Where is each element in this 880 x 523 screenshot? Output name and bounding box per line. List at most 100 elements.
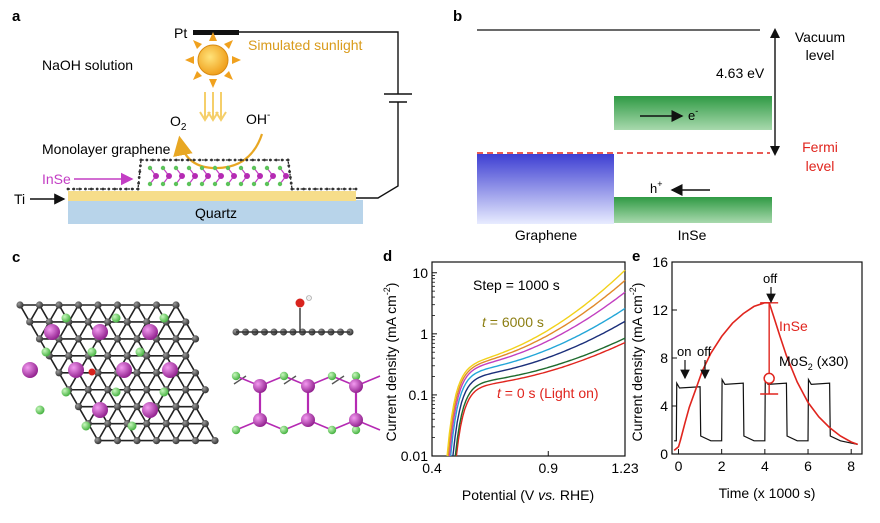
se-atom: [61, 313, 71, 323]
simulated-sunlight-label: Simulated sunlight: [248, 37, 363, 53]
plot-e-curves: [673, 301, 858, 452]
graphene-atom: [337, 187, 340, 191]
se-atom: [279, 371, 289, 381]
carbon-atom: [113, 403, 122, 411]
se-atom: [81, 421, 91, 431]
carbon-atom: [143, 420, 151, 428]
lattice-side-view: [231, 295, 381, 435]
graphene-atom: [151, 158, 155, 162]
se-atom: [251, 165, 257, 171]
inse-side-bond: [331, 375, 345, 385]
carbon-atom: [191, 335, 200, 343]
carbon-atom: [182, 420, 190, 428]
inse-flake: [147, 165, 289, 187]
on-annotation: on: [677, 344, 691, 359]
y-tick-label: 0.01: [401, 448, 428, 464]
carbon-atom: [16, 301, 24, 309]
in-atom: [270, 173, 276, 179]
inse-conduction-band: [614, 96, 772, 130]
carbon-atom: [94, 301, 102, 309]
carbon-atom: [74, 301, 83, 309]
carbon-atom: [133, 335, 141, 343]
off-annotation-2: off: [763, 271, 778, 286]
graphene-atom: [180, 158, 184, 162]
pt-electrode: [193, 30, 239, 35]
se-atom: [173, 181, 179, 187]
carbon-atom: [172, 301, 180, 309]
graphene-atom: [130, 187, 134, 191]
y-tick-label: 4: [660, 398, 668, 414]
se-atom: [160, 181, 166, 187]
graphene-atom: [216, 158, 219, 162]
carbon-atom: [94, 437, 102, 445]
x-tick-label: 0: [675, 458, 683, 474]
carbon-atom: [172, 403, 180, 411]
se-atom: [238, 181, 244, 187]
carbon-atom: [143, 352, 151, 360]
y-tick-label: 8: [660, 350, 668, 366]
se-atom: [147, 165, 153, 171]
se-atom: [225, 181, 231, 187]
carbon-atom: [133, 403, 141, 411]
graphene-atom: [325, 187, 329, 191]
carbon-atom: [182, 318, 190, 326]
se-atom: [327, 371, 337, 381]
graphene-atom: [66, 187, 70, 191]
carbon-atom: [94, 369, 102, 377]
carbon-atom: [84, 318, 92, 326]
carbon-atom: [113, 301, 122, 309]
carbon-atom: [211, 437, 219, 445]
carbon-atom: [74, 403, 83, 411]
in-atom: [349, 379, 363, 393]
y-tick-label: 1: [420, 326, 428, 342]
x-tick-label: 0.9: [539, 460, 559, 476]
panel-b-label: b: [453, 8, 462, 25]
mean-marker: [763, 372, 775, 385]
x-tick-label: 2: [718, 458, 726, 474]
circuit-wire-top: [239, 31, 399, 94]
se-atom: [199, 165, 205, 171]
se-atom: [173, 165, 179, 171]
electron-label: e-: [688, 106, 698, 123]
graphene-atom: [139, 158, 143, 162]
inse-photocurrent-curve: [673, 301, 858, 452]
panel-a-label: a: [12, 8, 21, 25]
graphene-atom: [239, 158, 243, 162]
x-tick-label: 6: [804, 458, 812, 474]
graphene-atom: [289, 181, 293, 185]
carbon-atom: [191, 437, 200, 445]
carbon-atom: [191, 403, 200, 411]
carbon-atom: [133, 301, 141, 309]
graphene-atom: [221, 158, 225, 162]
in-atom: [153, 173, 159, 179]
carbon-atom: [133, 437, 141, 445]
hydrogen-atom: [306, 295, 312, 301]
inse-side-bond: [233, 375, 247, 385]
monolayer-graphene-label: Monolayer graphene: [42, 141, 171, 157]
panel-a: a Pt Simulated sunlight NaOH solution: [12, 8, 412, 224]
graphene-atom: [342, 187, 346, 191]
y-tick-label: 0.1: [409, 387, 429, 403]
carbon-atom: [104, 352, 112, 360]
se-atom: [61, 387, 71, 397]
carbon-atom: [65, 352, 73, 360]
graphene-atom: [137, 181, 141, 185]
graphene-atom: [95, 187, 99, 191]
graphene-atom: [204, 158, 208, 162]
plot-d-curves: [446, 269, 626, 457]
jv-curve: [449, 307, 626, 457]
in-atom: [142, 324, 158, 340]
carbon-atom: [123, 352, 131, 360]
se-atom: [231, 371, 241, 381]
graphene-atom: [302, 187, 306, 191]
oxidation-arrow: [173, 133, 264, 170]
carbon-atom: [143, 386, 151, 394]
carbon-atom: [104, 386, 112, 394]
fermi-level-label-1: Fermi: [802, 139, 838, 155]
y-tick-label: 16: [652, 254, 668, 270]
plot-e-ticks: 0 2 4 6 8 0 4 8 12 16: [652, 254, 855, 474]
carbon-atom: [152, 437, 161, 445]
graphene-atom: [138, 170, 142, 174]
in-atom: [92, 402, 108, 418]
carbon-atom: [113, 335, 122, 343]
